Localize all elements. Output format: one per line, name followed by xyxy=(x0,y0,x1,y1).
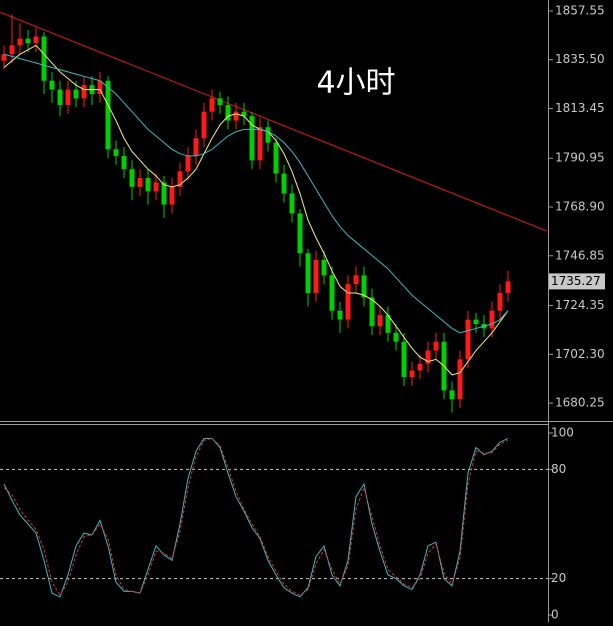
candle-body xyxy=(201,111,207,139)
candle-body xyxy=(417,363,423,371)
candle-body xyxy=(1,54,7,61)
candle-body xyxy=(57,89,63,106)
candle-body xyxy=(169,186,175,205)
candle-body xyxy=(273,142,279,174)
candle-body xyxy=(65,89,71,106)
candle-body xyxy=(137,178,143,187)
candle-body xyxy=(33,36,39,44)
candle-body xyxy=(257,127,263,161)
candle-body xyxy=(209,98,215,112)
y-tick-label: 1857.55 xyxy=(555,3,605,17)
candle-body xyxy=(9,45,15,55)
candle-body xyxy=(297,213,303,254)
candle-body xyxy=(345,284,351,320)
candle-body xyxy=(225,105,231,121)
candle-body xyxy=(449,390,455,400)
y-tick-label: 0 xyxy=(551,608,559,622)
candle-body xyxy=(249,116,255,161)
candle-body xyxy=(289,193,295,214)
trendline xyxy=(0,11,548,232)
candle-body xyxy=(409,370,415,378)
moving-average xyxy=(3,44,509,376)
candle-body xyxy=(153,182,159,192)
candle-body xyxy=(497,293,503,311)
last-price-label: 1735.27 xyxy=(551,274,601,288)
candle-body xyxy=(241,111,247,117)
candle-body xyxy=(465,319,471,360)
candle-body xyxy=(393,332,399,342)
candle-body xyxy=(121,155,127,170)
candle-body xyxy=(25,38,31,44)
y-tick-label: 1702.30 xyxy=(555,347,605,361)
candle-body xyxy=(337,310,343,320)
candle-body xyxy=(489,310,495,329)
candle-body xyxy=(305,253,311,294)
y-tick-label: 1680.25 xyxy=(555,396,605,410)
candle-body xyxy=(473,319,479,325)
candle-body xyxy=(433,341,439,351)
y-tick-label: 1790.95 xyxy=(555,151,605,165)
candle-body xyxy=(377,315,383,327)
candle-body xyxy=(217,98,223,106)
y-tick-label: 1724.35 xyxy=(555,298,605,312)
oscillator-line xyxy=(3,437,509,598)
candle-body xyxy=(129,169,135,187)
candle-body xyxy=(385,315,391,333)
candle-body xyxy=(185,155,191,172)
candle-body xyxy=(49,80,55,90)
candle-body xyxy=(105,80,111,150)
candle-body xyxy=(401,341,407,378)
candle-body xyxy=(281,173,287,194)
candle-body xyxy=(73,89,79,99)
candle-body xyxy=(329,275,335,311)
candle-body xyxy=(457,359,463,400)
y-tick-label: 100 xyxy=(551,426,574,440)
candle-body xyxy=(145,178,151,192)
candle-body xyxy=(97,80,103,94)
candle-body xyxy=(353,275,359,285)
candle-body xyxy=(313,259,319,294)
y-tick-label: 1813.45 xyxy=(555,101,605,115)
y-tick-label: 1746.85 xyxy=(555,248,605,262)
candle-body xyxy=(41,36,47,81)
annotation: 4小时 xyxy=(316,66,395,101)
y-tick-label: 80 xyxy=(551,462,566,476)
candle-body xyxy=(17,38,23,46)
candle-body xyxy=(177,171,183,187)
y-tick-label: 1768.90 xyxy=(555,200,605,214)
candle-body xyxy=(361,275,367,298)
candle-body xyxy=(321,259,327,276)
candle-body xyxy=(425,350,431,364)
last-price-box xyxy=(549,273,605,290)
candle-body xyxy=(233,111,239,121)
moving-average xyxy=(3,53,509,334)
candle-body xyxy=(161,182,167,205)
candle-body xyxy=(113,149,119,156)
candle-body xyxy=(81,85,87,99)
y-tick-label: 1835.50 xyxy=(555,52,605,66)
oscillator-line xyxy=(3,437,509,596)
y-tick-label: 20 xyxy=(551,571,566,585)
candle-body xyxy=(265,127,271,143)
candle-body xyxy=(505,281,511,294)
candle-body xyxy=(369,297,375,327)
candle-body xyxy=(193,138,199,156)
